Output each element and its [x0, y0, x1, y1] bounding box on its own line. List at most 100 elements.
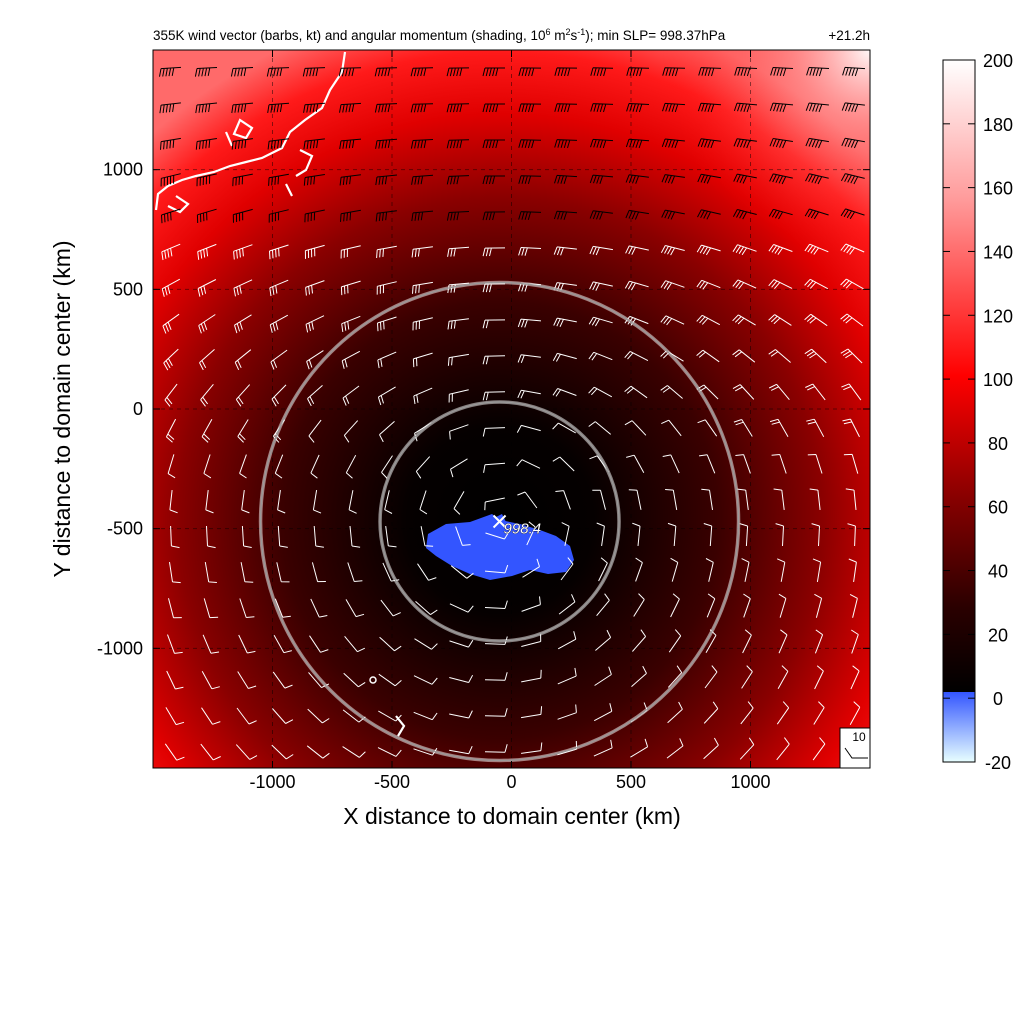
wind-barb: [804, 208, 829, 220]
wind-barb: [447, 318, 469, 330]
wind-barb: [626, 67, 650, 77]
wind-barb: [412, 281, 433, 294]
y-tick-label: 1000: [103, 160, 143, 180]
colorbar-tick-label: 80: [988, 434, 1008, 454]
wind-barb: [768, 314, 792, 326]
wind-barb: [377, 351, 397, 369]
wind-barb: [521, 706, 543, 719]
wind-barb: [167, 454, 176, 479]
wind-barb: [232, 173, 253, 187]
wind-barb: [338, 67, 362, 77]
wind-barb: [703, 701, 719, 724]
wind-barb: [341, 350, 361, 369]
wind-barb: [412, 352, 433, 368]
wind-barb: [732, 349, 756, 363]
wind-barb: [482, 391, 506, 401]
wind-barb: [589, 210, 613, 220]
wind-barb: [561, 522, 570, 546]
wind-barb: [847, 523, 856, 547]
wind-barb: [378, 673, 402, 687]
wind-barb: [274, 598, 291, 618]
wind-barb: [163, 348, 179, 371]
wind-barb: [596, 593, 610, 617]
wind-barb: [165, 418, 177, 443]
wind-barb: [735, 454, 751, 474]
wind-barb: [704, 665, 718, 689]
wind-barb: [805, 102, 829, 113]
wind-barb: [809, 488, 821, 510]
wind-barb: [814, 665, 824, 690]
wind-barb: [159, 66, 182, 77]
wind-barb: [697, 419, 718, 437]
wind-barb: [305, 315, 325, 333]
wind-barb: [271, 744, 294, 760]
colorbar-tick-label: 40: [988, 562, 1008, 582]
wind-barb: [660, 315, 685, 326]
wind-barb: [170, 525, 180, 549]
wind-barb: [630, 738, 649, 758]
wind-barb: [237, 671, 257, 689]
wind-barb: [196, 173, 217, 187]
wind-barb: [842, 418, 860, 438]
wind-barb: [554, 139, 578, 149]
wind-barb: [553, 317, 577, 328]
wind-barb: [521, 669, 542, 683]
wind-barb: [197, 279, 217, 297]
wind-barb: [588, 351, 613, 361]
wind-barb: [483, 462, 506, 473]
wind-barb: [661, 174, 685, 184]
wind-barb: [410, 103, 434, 113]
wind-barb: [841, 383, 862, 401]
y-tick-label: -1000: [97, 638, 143, 658]
wind-barb: [625, 245, 649, 255]
wind-barb: [588, 316, 613, 327]
wind-barb: [850, 665, 860, 690]
wind-barb: [345, 454, 357, 479]
wind-barb: [308, 419, 322, 443]
wind-barb: [195, 138, 217, 150]
wind-barb: [768, 244, 793, 255]
wind-barb: [814, 629, 824, 654]
wind-barb: [484, 564, 509, 574]
wind-barb: [197, 243, 217, 260]
wind-barb: [732, 384, 755, 400]
wind-barb: [449, 710, 473, 719]
wind-barb: [239, 454, 247, 479]
wind-barb: [235, 384, 251, 407]
wind-barb: [590, 67, 614, 77]
wind-barb: [345, 599, 365, 618]
wind-barb: [195, 102, 218, 114]
wind-barb: [805, 383, 826, 401]
wind-barb: [840, 348, 863, 364]
wind-barb: [668, 629, 682, 653]
wind-barb: [632, 522, 641, 546]
wind-barb: [840, 278, 864, 290]
wind-barb: [162, 313, 180, 334]
wind-barb: [270, 349, 288, 370]
wind-barb: [449, 639, 474, 648]
wind-barb: [768, 279, 793, 290]
wind-barb: [840, 173, 865, 185]
wind-barb: [770, 67, 794, 77]
wind-barb: [305, 280, 325, 296]
wind-barb: [415, 601, 438, 616]
wind-barb: [232, 208, 253, 223]
wind-barb: [768, 349, 791, 363]
wind-barb: [446, 103, 470, 113]
wind-barb: [595, 629, 612, 651]
wind-barb: [230, 67, 254, 77]
wind-barb: [160, 137, 181, 150]
wind-barb: [231, 138, 253, 150]
wind-barb: [482, 427, 506, 437]
wind-barb: [376, 281, 397, 295]
wind-barb: [203, 598, 219, 619]
x-tick-label: 1000: [730, 772, 770, 792]
wind-barb: [743, 593, 751, 618]
colorbar-tick-label: 120: [983, 306, 1013, 326]
wind-barb: [199, 349, 215, 371]
wind-barb: [625, 138, 650, 149]
wind-barb: [340, 280, 361, 296]
wind-barb: [482, 175, 505, 185]
colorbar-tick-label: 0: [993, 689, 1003, 709]
